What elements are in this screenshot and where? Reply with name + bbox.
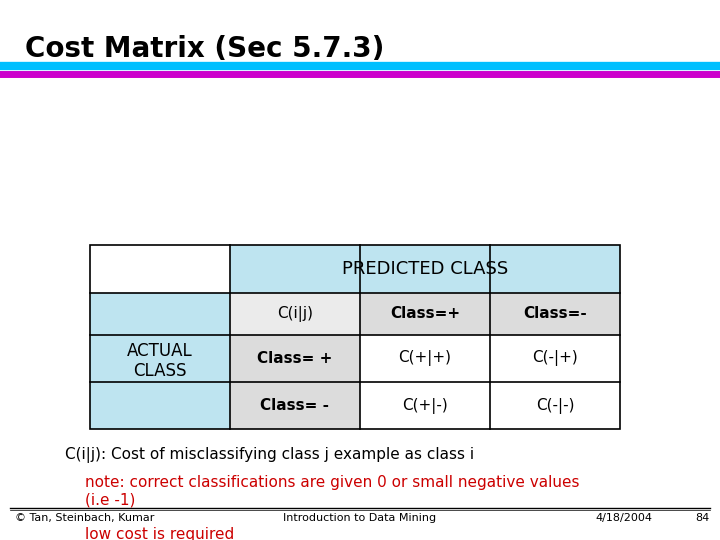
- Text: 84: 84: [695, 513, 709, 523]
- Bar: [90, 335, 230, 382]
- Bar: [230, 382, 360, 429]
- Text: C(-|+): C(-|+): [532, 350, 578, 367]
- Text: C(i|j): C(i|j): [277, 306, 313, 322]
- Text: Class=+: Class=+: [390, 307, 460, 321]
- Bar: [90, 293, 230, 335]
- Text: C(i|j): Cost of misclassifying class j example as class i: C(i|j): Cost of misclassifying class j e…: [65, 447, 474, 463]
- Text: Cost Matrix (Sec 5.7.3): Cost Matrix (Sec 5.7.3): [25, 35, 384, 63]
- Text: C(-|-): C(-|-): [536, 397, 575, 414]
- Bar: [90, 245, 230, 293]
- Text: 4/18/2004: 4/18/2004: [595, 513, 652, 523]
- Bar: [490, 382, 620, 429]
- Bar: [360, 382, 490, 429]
- Bar: [90, 382, 230, 429]
- Bar: [490, 293, 620, 335]
- Text: © Tan, Steinbach, Kumar: © Tan, Steinbach, Kumar: [15, 513, 154, 523]
- Bar: [230, 335, 360, 382]
- Text: low cost is required: low cost is required: [85, 527, 234, 540]
- Bar: [360, 335, 490, 382]
- Text: ACTUAL
CLASS: ACTUAL CLASS: [127, 342, 193, 380]
- Text: PREDICTED CLASS: PREDICTED CLASS: [342, 260, 508, 278]
- Bar: [230, 245, 620, 293]
- Text: note: correct classifications are given 0 or small negative values
(i.e -1): note: correct classifications are given …: [85, 475, 580, 508]
- Text: C(+|-): C(+|-): [402, 397, 448, 414]
- Bar: [230, 293, 360, 335]
- Bar: [360, 293, 490, 335]
- Text: Class= +: Class= +: [257, 351, 333, 366]
- Text: Introduction to Data Mining: Introduction to Data Mining: [284, 513, 436, 523]
- Text: C(+|+): C(+|+): [398, 350, 451, 367]
- Text: Class= -: Class= -: [261, 398, 330, 413]
- Text: Class=-: Class=-: [523, 307, 587, 321]
- Bar: [490, 335, 620, 382]
- Bar: [90, 245, 620, 429]
